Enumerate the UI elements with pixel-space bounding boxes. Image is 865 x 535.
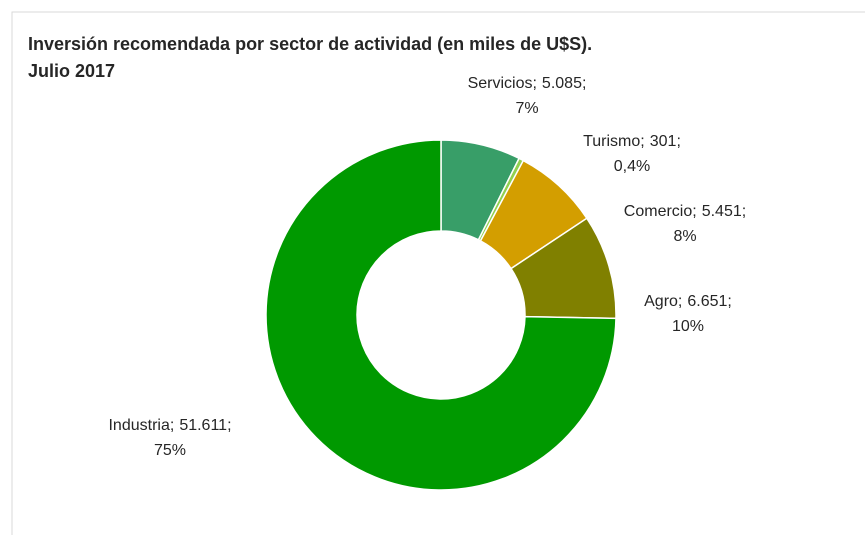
category-label: Servicios [468, 75, 533, 92]
value-label: 301 [650, 133, 677, 150]
percent-label: 0,4% [614, 158, 650, 175]
chart-title: Julio 2017 [28, 61, 115, 81]
value-label: 51.611 [179, 417, 227, 434]
separator: ; [227, 417, 231, 434]
percent-label: 75% [154, 442, 186, 459]
percent-label: 8% [673, 228, 696, 245]
data-label: Servicios; 5.085; [468, 75, 587, 92]
category-label: Industria [108, 417, 169, 434]
percent-label: 7% [515, 100, 538, 117]
separator: ; [170, 417, 174, 434]
separator: ; [727, 293, 731, 310]
data-label: Agro; 6.651; [644, 293, 732, 310]
category-label: Comercio [624, 203, 693, 220]
donut-slice [265, 139, 617, 491]
data-label: Industria; 51.611; [108, 417, 231, 434]
separator: ; [742, 203, 746, 220]
data-label: Turismo; 301; [583, 133, 681, 150]
separator: ; [532, 75, 536, 92]
chart-title: Inversión recomendada por sector de acti… [28, 34, 592, 54]
category-label: Agro [644, 293, 678, 310]
percent-label: 10% [672, 318, 704, 335]
separator: ; [692, 203, 696, 220]
separator: ; [676, 133, 680, 150]
category-label: Turismo [583, 133, 640, 150]
value-label: 5.451 [702, 203, 742, 220]
value-label: 5.085 [542, 75, 582, 92]
data-label: Comercio; 5.451; [624, 203, 746, 220]
separator: ; [640, 133, 644, 150]
separator: ; [582, 75, 586, 92]
separator: ; [678, 293, 682, 310]
chart-border [11, 11, 865, 535]
value-label: 6.651 [687, 293, 727, 310]
